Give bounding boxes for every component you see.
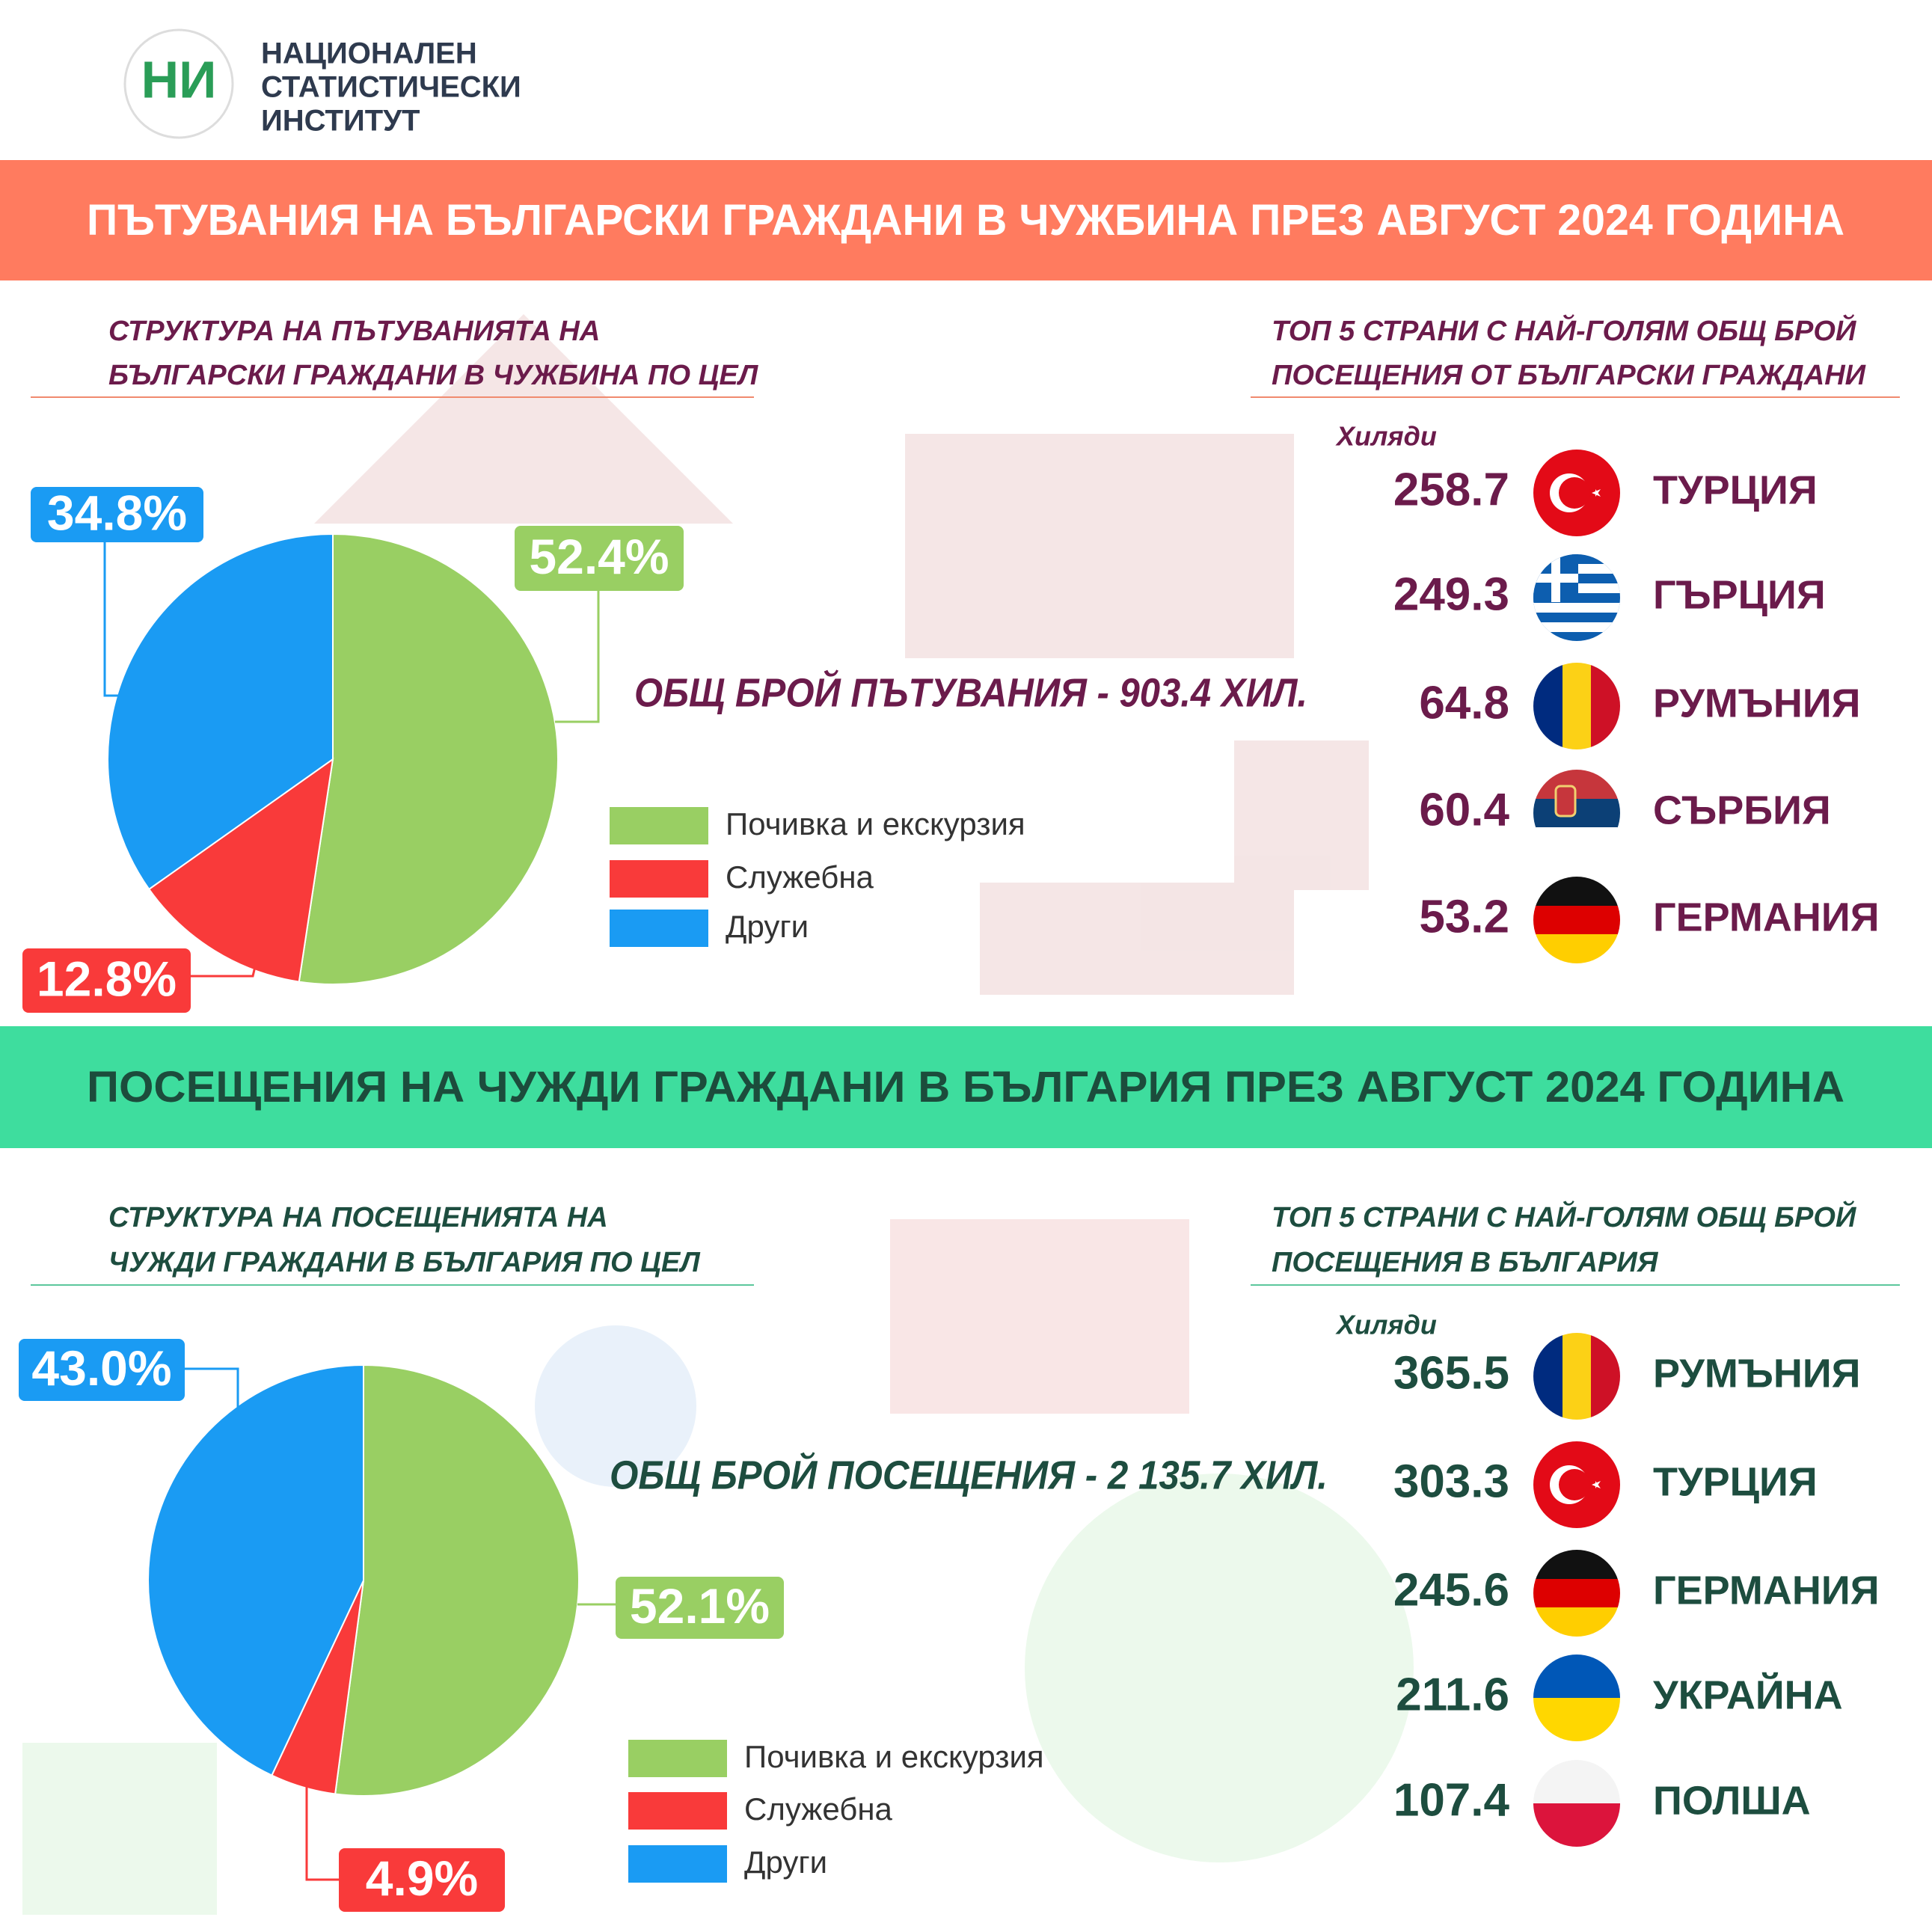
units: Хиляди: [1335, 1310, 1437, 1340]
top-title: ТОП 5 СТРАНИ С НАЙ-ГОЛЯМ ОБЩ БРОЙ: [1272, 1200, 1856, 1233]
top-value: 107.4: [1393, 1774, 1510, 1826]
value-label-box: [19, 1339, 185, 1401]
background-decor: [314, 314, 1369, 995]
top-value: 64.8: [1419, 677, 1509, 729]
top-country: РУМЪНИЯ: [1653, 681, 1860, 726]
value-label-box: [616, 1577, 784, 1639]
top-country: ГЕРМАНИЯ: [1653, 1568, 1880, 1613]
top-title: ТОП 5 СТРАНИ С НАЙ-ГОЛЯМ ОБЩ БРОЙ: [1272, 313, 1856, 347]
legend-label: Служебна: [726, 859, 874, 895]
top-value: 258.7: [1393, 464, 1509, 515]
org-line: СТАТИСТИЧЕСКИ: [261, 71, 521, 104]
pie-slice: [298, 533, 559, 985]
flag: [1533, 1655, 1620, 1741]
legend-swatch: [610, 910, 708, 947]
flag: [1533, 1760, 1620, 1847]
top-country: ТУРЦИЯ: [1653, 467, 1818, 512]
banner-title: ПОСЕЩЕНИЯ НА ЧУЖДИ ГРАЖДАНИ В БЪЛГАРИЯ П…: [87, 1063, 1844, 1111]
value-label: 4.9%: [366, 1850, 478, 1906]
flag: [1533, 770, 1620, 857]
legend-swatch: [628, 1740, 727, 1777]
structure-title: ЧУЖДИ ГРАЖДАНИ В БЪЛГАРИЯ ПО ЦЕЛ: [108, 1247, 701, 1278]
top-country: ТУРЦИЯ: [1653, 1459, 1818, 1504]
flag: [1533, 877, 1620, 964]
org-line: ИНСТИТУТ: [261, 105, 420, 138]
value-label-box: [515, 526, 684, 591]
top-title: ПОСЕЩЕНИЯ В БЪЛГАРИЯ: [1272, 1247, 1659, 1278]
value-label: 52.4%: [529, 529, 669, 584]
top-country: СЪРБИЯ: [1653, 788, 1831, 832]
top-value: 60.4: [1419, 784, 1509, 835]
org-line: НАЦИОНАЛЕН: [261, 37, 477, 70]
background-decor-2: [22, 1219, 1414, 1915]
value-label: 52.1%: [630, 1578, 770, 1634]
leader-line: [185, 1367, 239, 1503]
flag: [1533, 450, 1620, 536]
banner: [0, 160, 1932, 280]
top-value: 303.3: [1393, 1456, 1509, 1507]
legend-swatch: [610, 807, 708, 844]
legend-swatch: [628, 1845, 727, 1883]
value-label: 34.8%: [47, 485, 187, 540]
flag: [1533, 1441, 1620, 1528]
leader-line: [305, 1786, 339, 1881]
top-country: УКРАЙНА: [1653, 1672, 1843, 1717]
pie-slice: [147, 1364, 364, 1776]
structure-title: БЪЛГАРСКИ ГРАЖДАНИ В ЧУЖБИНА ПО ЦЕЛ: [108, 360, 758, 391]
flag: [1533, 1550, 1620, 1637]
leader-line: [103, 542, 180, 697]
logo-circle: [123, 28, 234, 139]
value-label-box: [31, 487, 203, 542]
value-label-box: [339, 1848, 505, 1912]
flag: [1533, 1333, 1621, 1420]
top-value: 365.5: [1393, 1347, 1509, 1399]
leader-line: [191, 938, 263, 978]
top-value: 245.6: [1393, 1564, 1509, 1616]
value-label: 43.0%: [31, 1340, 171, 1396]
top-country: РУМЪНИЯ: [1653, 1351, 1860, 1396]
legend-swatch: [628, 1792, 727, 1830]
flag: [1533, 554, 1620, 641]
top-value: 53.2: [1419, 891, 1509, 942]
legend-label: Други: [744, 1844, 827, 1880]
total: ОБЩ БРОЙ ПЪТУВАНИЯ - 903.4 ХИЛ.: [634, 669, 1307, 715]
legend-label: Други: [726, 909, 809, 944]
top-country: ГЕРМАНИЯ: [1653, 895, 1880, 939]
logo-mark: НИ: [141, 50, 217, 108]
legend-swatch: [610, 860, 708, 898]
value-label: 12.8%: [37, 951, 177, 1006]
pie-slice: [147, 757, 334, 983]
structure-title: СТРУКТУРА НА ПОСЕЩЕНИЯТА НА: [108, 1202, 608, 1233]
top-country: ПОЛША: [1653, 1778, 1811, 1823]
pie-slice: [334, 1364, 580, 1797]
banner: [0, 1026, 1932, 1148]
value-label-box: [22, 948, 191, 1013]
legend-label: Почивка и екскурзия: [726, 806, 1025, 841]
units: Хиляди: [1335, 421, 1437, 452]
flag: [1533, 663, 1621, 749]
top-value: 249.3: [1393, 568, 1509, 620]
legend-label: Почивка и екскурзия: [744, 1739, 1044, 1774]
structure-title: СТРУКТУРА НА ПЪТУВАНИЯТА НА: [108, 316, 600, 347]
top-country: ГЪРЦИЯ: [1653, 572, 1826, 617]
top-value: 211.6: [1396, 1669, 1509, 1720]
top-title: ПОСЕЩЕНИЯ ОТ БЪЛГАРСКИ ГРАЖДАНИ: [1272, 360, 1866, 391]
pie-slice: [107, 533, 334, 891]
leader-line: [555, 591, 600, 723]
total: ОБЩ БРОЙ ПОСЕЩЕНИЯ - 2 135.7 ХИЛ.: [610, 1451, 1328, 1497]
banner-title: ПЪТУВАНИЯ НА БЪЛГАРСКИ ГРАЖДАНИ В ЧУЖБИН…: [87, 196, 1844, 245]
legend-label: Служебна: [744, 1791, 893, 1827]
